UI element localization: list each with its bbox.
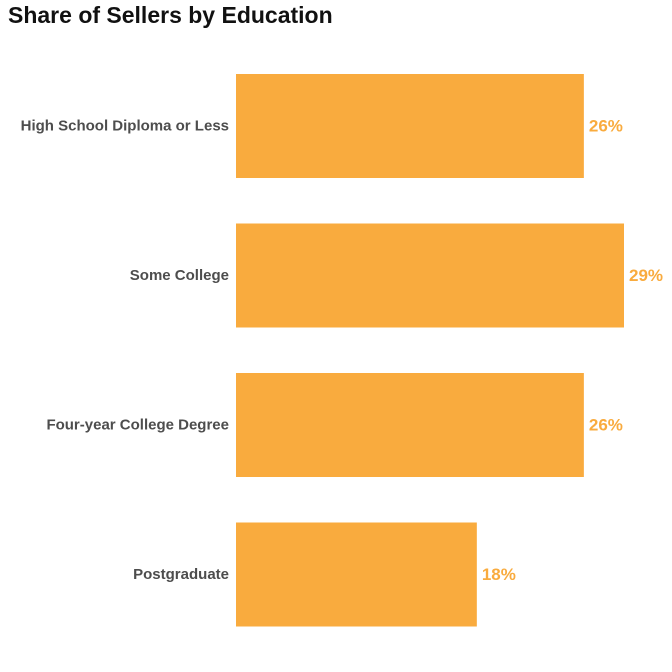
chart-title: Share of Sellers by Education — [8, 2, 333, 28]
value-label-postgraduate: 18% — [482, 565, 516, 584]
category-label-postgraduate: Postgraduate — [133, 566, 229, 583]
bar-four-year-college-degree — [236, 373, 584, 477]
value-label-four-year-college-degree: 26% — [589, 416, 623, 435]
bar-some-college — [236, 223, 624, 328]
bar-high-school-diploma-or-less — [236, 74, 584, 178]
bar-postgraduate — [236, 522, 477, 627]
category-label-some-college: Some College — [130, 267, 229, 284]
value-label-high-school-diploma-or-less: 26% — [589, 117, 623, 136]
category-label-four-year-college-degree: Four-year College Degree — [46, 417, 229, 434]
value-label-some-college: 29% — [629, 266, 663, 285]
category-label-high-school-diploma-or-less: High School Diploma or Less — [21, 118, 229, 135]
